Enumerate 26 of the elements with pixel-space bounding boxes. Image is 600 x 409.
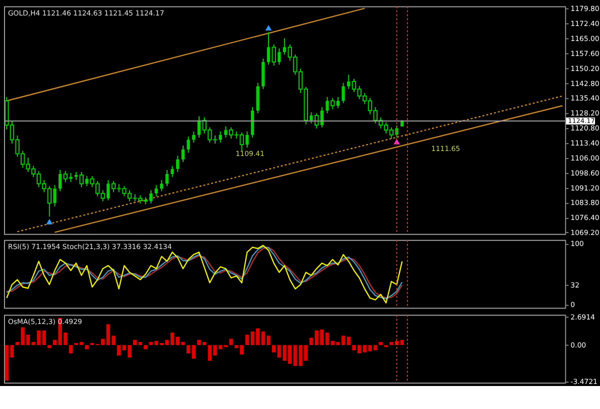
bar [346, 336, 351, 346]
bar [186, 345, 190, 354]
candlestick [192, 130, 196, 144]
bar [84, 345, 89, 350]
point [394, 138, 400, 144]
bar [272, 345, 276, 352]
candlestick [170, 165, 174, 178]
bar [229, 338, 233, 346]
candlestick [342, 82, 345, 104]
point [265, 25, 272, 31]
candlestick [149, 190, 153, 204]
bar [68, 345, 73, 354]
candlestick [165, 169, 169, 187]
bar [144, 345, 148, 350]
bar [48, 345, 52, 348]
candlestick [282, 38, 286, 56]
candlestick [154, 184, 158, 197]
point [46, 218, 53, 224]
candlestick [160, 180, 164, 192]
bar [192, 345, 196, 359]
candlestick [186, 136, 190, 154]
candlestick [176, 155, 180, 172]
candlestick [181, 145, 185, 162]
candlestick [218, 130, 222, 144]
candlestick [58, 169, 62, 192]
bar [117, 345, 121, 356]
